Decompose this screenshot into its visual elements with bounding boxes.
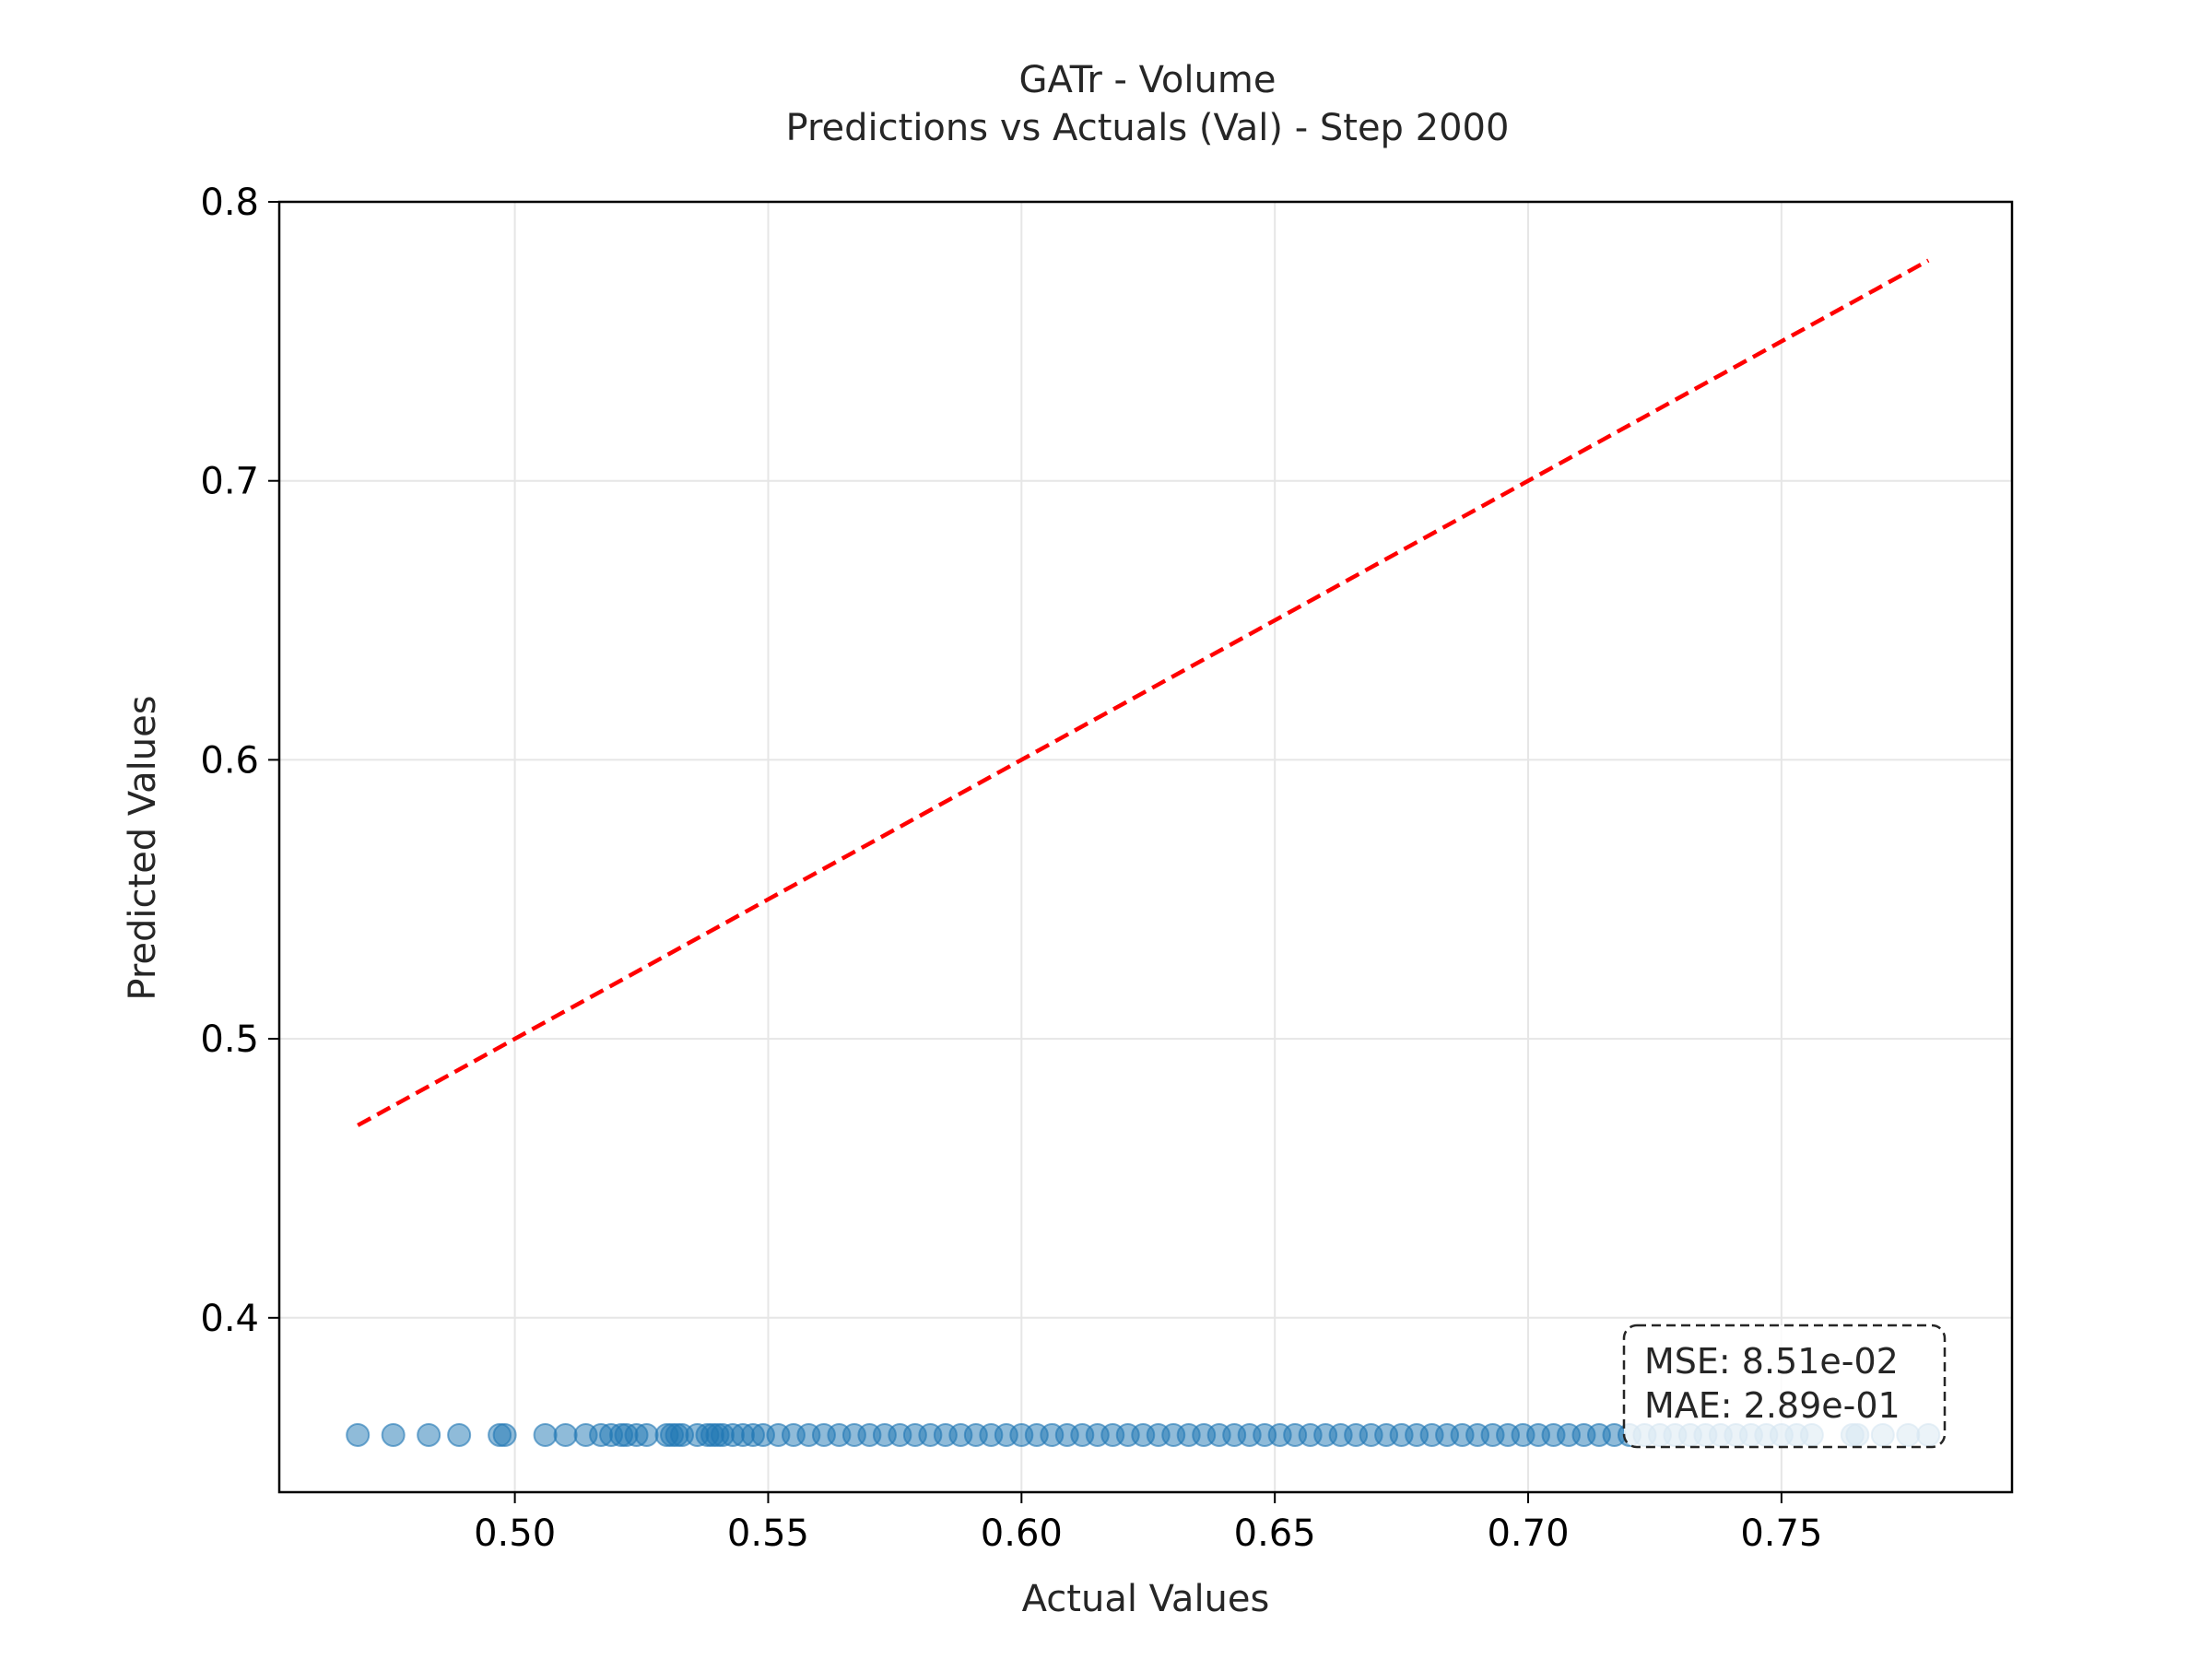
data-point bbox=[447, 1422, 472, 1447]
y-tick-label: 0.4 bbox=[200, 1298, 259, 1340]
x-axis-label: Actual Values bbox=[1022, 1578, 1270, 1620]
data-point bbox=[346, 1422, 371, 1447]
data-point bbox=[381, 1422, 406, 1447]
data-point bbox=[492, 1422, 517, 1447]
x-tick-label: 0.75 bbox=[1740, 1512, 1822, 1555]
chart-subtitle: Predictions vs Actuals (Val) - Step 2000 bbox=[786, 107, 1510, 149]
data-point bbox=[417, 1422, 441, 1447]
plot-frame bbox=[277, 200, 2014, 1494]
chart-title: GATr - Volume bbox=[1019, 59, 1277, 101]
data-point bbox=[553, 1422, 578, 1447]
stats-box: MSE: 8.51e-02 MAE: 2.89e-01 bbox=[1622, 1324, 1947, 1449]
y-tick-label: 0.7 bbox=[200, 461, 259, 503]
data-point bbox=[634, 1422, 659, 1447]
x-tick-label: 0.55 bbox=[727, 1512, 809, 1555]
stats-box-frame bbox=[1622, 1324, 1947, 1449]
x-tick-label: 0.65 bbox=[1234, 1512, 1316, 1555]
mae-text: MAE: 2.89e-01 bbox=[1644, 1385, 1900, 1426]
data-point bbox=[533, 1422, 558, 1447]
y-tick-label: 0.6 bbox=[200, 739, 259, 782]
x-axis-ticks: 0.50 0.55 0.60 0.65 0.70 0.75 bbox=[474, 1492, 1822, 1555]
ideal-reference-line bbox=[357, 258, 1930, 1127]
y-tick-label: 0.8 bbox=[200, 182, 259, 224]
x-tick-label: 0.50 bbox=[474, 1512, 556, 1555]
y-axis-ticks: 0.4 0.5 0.6 0.7 0.8 bbox=[200, 182, 279, 1340]
y-tick-label: 0.5 bbox=[200, 1018, 259, 1061]
mse-text: MSE: 8.51e-02 bbox=[1644, 1341, 1899, 1382]
reference-line-layer bbox=[357, 258, 1930, 1127]
x-tick-label: 0.60 bbox=[981, 1512, 1063, 1555]
y-axis-label: Predicted Values bbox=[122, 695, 164, 1000]
x-tick-label: 0.70 bbox=[1487, 1512, 1569, 1555]
